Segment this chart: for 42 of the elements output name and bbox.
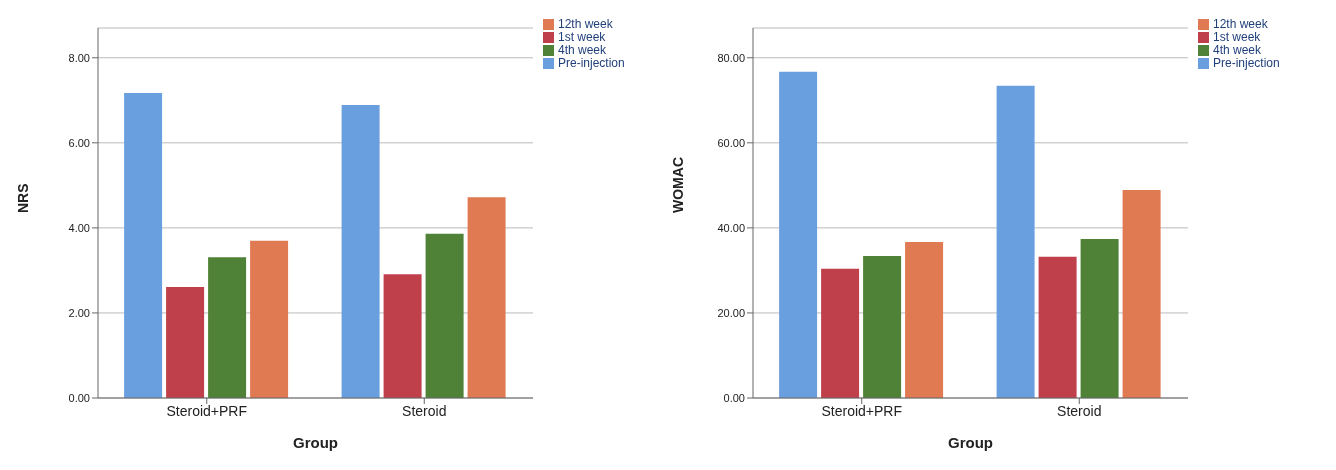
bar — [341, 104, 380, 398]
bar — [124, 93, 163, 398]
y-tick-label: 6.00 — [68, 136, 90, 149]
x-tick-label: Steroid — [1057, 402, 1102, 419]
bar — [467, 197, 506, 398]
bar — [779, 71, 818, 398]
y-tick-label: 80.00 — [717, 51, 745, 64]
legend-label: 1st week — [558, 30, 606, 44]
bar — [1080, 238, 1119, 398]
bar — [1122, 190, 1161, 398]
legend-label: 12th week — [1213, 17, 1268, 31]
x-tick-label: Steroid — [402, 402, 447, 419]
legend-label: 1st week — [1213, 30, 1261, 44]
legend-label: 12th week — [558, 17, 613, 31]
bar — [996, 85, 1035, 398]
x-axis-title: Group — [948, 434, 993, 451]
y-tick-label: 0.00 — [723, 391, 745, 404]
y-tick-label: 40.00 — [717, 221, 745, 234]
bar — [821, 268, 860, 398]
y-tick-label: 20.00 — [717, 306, 745, 319]
y-tick-label: 4.00 — [68, 221, 90, 234]
bar — [383, 274, 422, 398]
x-tick-label: Steroid+PRF — [821, 402, 903, 419]
bar — [166, 287, 205, 398]
y-tick-label: 2.00 — [68, 306, 90, 319]
legend-label: 4th week — [558, 43, 607, 57]
y-tick-label: 8.00 — [68, 51, 90, 64]
legend-label: Pre-injection — [1213, 56, 1280, 70]
bar — [905, 241, 944, 398]
legend-label: Pre-injection — [558, 56, 625, 70]
y-tick-label: 60.00 — [717, 136, 745, 149]
bar — [1038, 256, 1077, 398]
y-tick-label: 0.00 — [68, 391, 90, 404]
x-tick-label: Steroid+PRF — [166, 402, 248, 419]
legend-label: 4th week — [1213, 43, 1262, 57]
x-axis-title: Group — [293, 434, 338, 451]
bar — [250, 240, 289, 398]
bar — [425, 233, 464, 398]
bar — [863, 255, 902, 398]
bar — [208, 257, 247, 398]
y-axis-title: NRS — [14, 183, 31, 213]
y-axis-title: WOMAC — [669, 157, 686, 213]
